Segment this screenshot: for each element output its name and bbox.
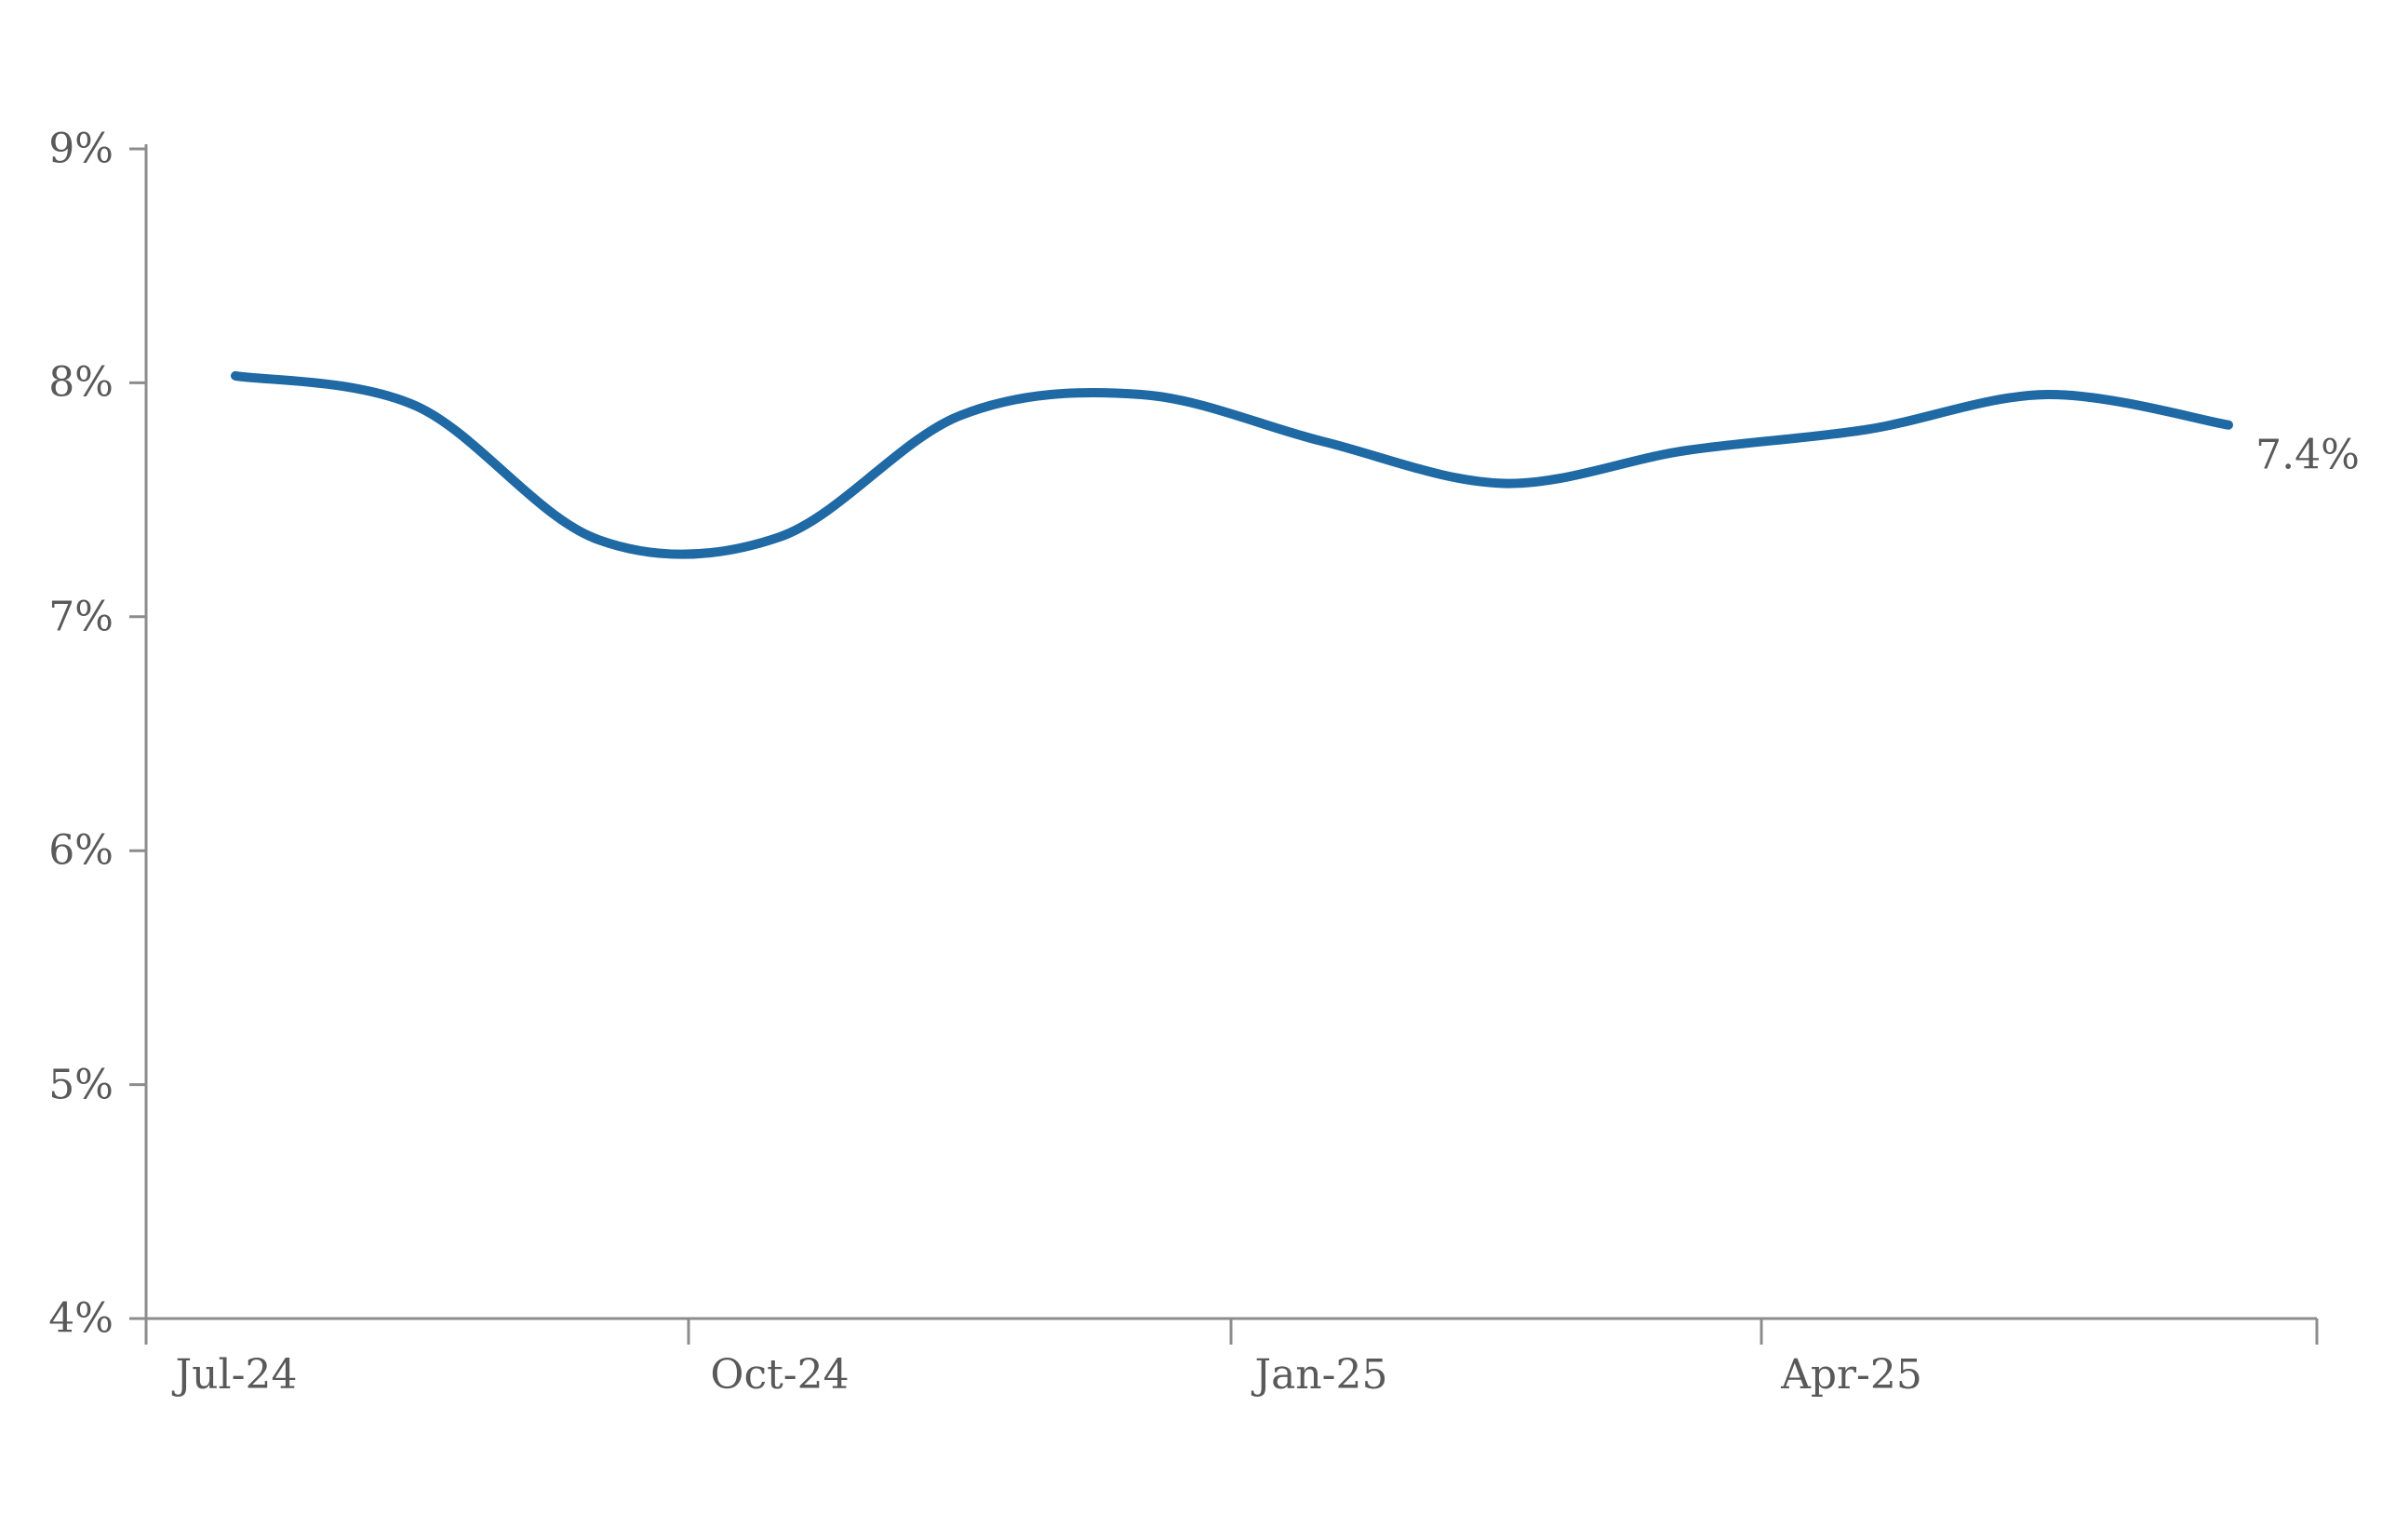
last-value-label: 7.4% — [2255, 431, 2360, 479]
y-axis-tick-label: 6% — [48, 826, 114, 875]
x-axis-tick-label: Apr-25 — [1781, 1351, 1922, 1399]
y-axis-tick-label: 7% — [48, 593, 114, 641]
series-line — [231, 370, 2233, 559]
y-axis-tick-label: 5% — [48, 1061, 114, 1109]
y-axis-tick-label: 8% — [48, 358, 114, 407]
x-axis-tick-label: Jul-24 — [175, 1351, 298, 1399]
x-axis-tick-label: Jan-25 — [1254, 1351, 1388, 1399]
x-axis-tick-label: Oct-24 — [710, 1351, 850, 1399]
axes — [129, 144, 2319, 1345]
y-axis-tick-label: 4% — [48, 1294, 114, 1343]
y-axis-tick-label: 9% — [48, 125, 114, 173]
